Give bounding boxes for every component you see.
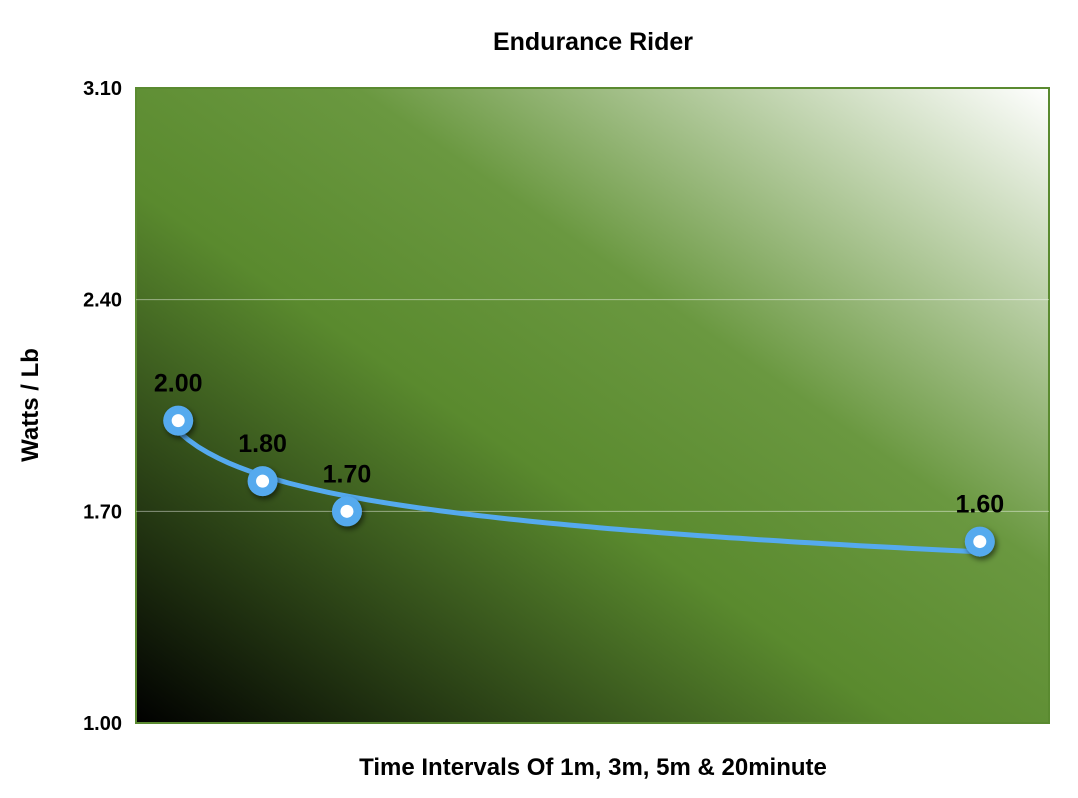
data-point-center [340, 504, 354, 518]
y-axis-title: Watts / Lb [17, 348, 44, 462]
chart-title: Endurance Rider [493, 28, 693, 56]
gridlines [136, 299, 1049, 512]
data-point-center [256, 474, 270, 488]
data-label: 1.80 [238, 430, 287, 458]
y-tick-label: 1.00 [83, 713, 122, 735]
x-axis-title: Time Intervals Of 1m, 3m, 5m & 20minute [359, 754, 827, 781]
data-point-center [973, 535, 987, 549]
data-point-center [171, 414, 185, 428]
data-labels: 2.00 1.80 1.70 1.60 [154, 370, 1004, 519]
data-label: 1.60 [955, 491, 1004, 519]
y-tick-label: 3.10 [83, 78, 122, 100]
series-line [175, 428, 983, 555]
data-label: 2.00 [154, 370, 203, 398]
y-tick-label: 2.40 [83, 290, 122, 312]
y-tick-labels: 1.00 1.70 2.40 3.10 [83, 78, 122, 735]
plot-area [135, 87, 1050, 724]
y-tick-label: 1.70 [83, 501, 122, 523]
data-label: 1.70 [323, 460, 372, 488]
data-markers [163, 405, 995, 557]
